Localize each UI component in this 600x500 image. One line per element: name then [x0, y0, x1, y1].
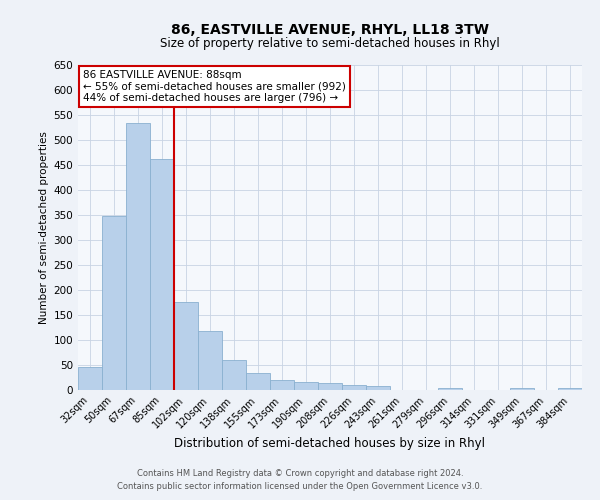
Text: Contains public sector information licensed under the Open Government Licence v3: Contains public sector information licen…	[118, 482, 482, 491]
Text: 86, EASTVILLE AVENUE, RHYL, LL18 3TW: 86, EASTVILLE AVENUE, RHYL, LL18 3TW	[171, 22, 489, 36]
Bar	[246, 372, 270, 390]
Bar	[198, 330, 222, 390]
Bar	[342, 385, 366, 390]
Bar	[102, 216, 126, 390]
Bar	[150, 158, 174, 390]
Bar	[174, 302, 198, 390]
Bar	[558, 388, 582, 390]
Bar	[126, 122, 150, 390]
Y-axis label: Number of semi-detached properties: Number of semi-detached properties	[39, 131, 49, 324]
Text: Contains HM Land Registry data © Crown copyright and database right 2024.: Contains HM Land Registry data © Crown c…	[137, 468, 463, 477]
Text: 86 EASTVILLE AVENUE: 88sqm
← 55% of semi-detached houses are smaller (992)
44% o: 86 EASTVILLE AVENUE: 88sqm ← 55% of semi…	[83, 70, 346, 103]
Text: Size of property relative to semi-detached houses in Rhyl: Size of property relative to semi-detach…	[160, 38, 500, 51]
Bar	[270, 380, 294, 390]
Bar	[366, 386, 390, 390]
Bar	[294, 382, 318, 390]
Bar	[318, 382, 342, 390]
Bar	[438, 388, 462, 390]
X-axis label: Distribution of semi-detached houses by size in Rhyl: Distribution of semi-detached houses by …	[175, 436, 485, 450]
Bar	[78, 367, 102, 390]
Bar	[510, 388, 534, 390]
Bar	[222, 360, 246, 390]
